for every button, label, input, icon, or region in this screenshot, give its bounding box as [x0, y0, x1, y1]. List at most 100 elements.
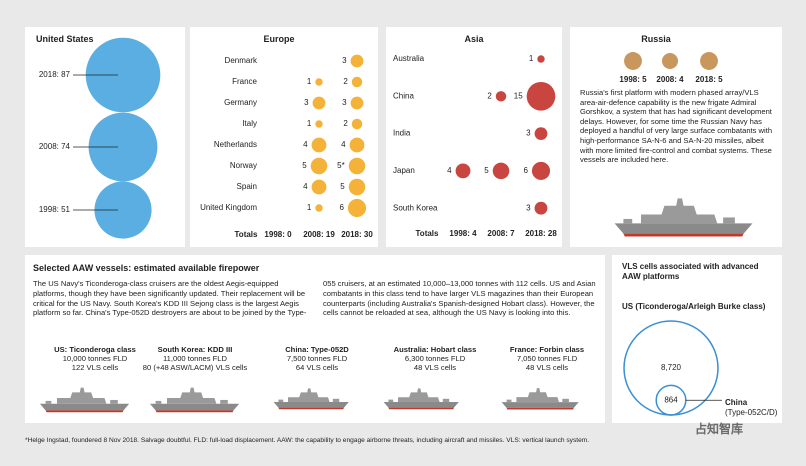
category-label: US (Ticonderoga/Arleigh Burke class) — [622, 302, 766, 311]
category-label: France — [232, 77, 257, 86]
data-label: 2 — [343, 77, 348, 86]
ship-label: 122 VLS cells — [71, 363, 119, 372]
panel — [612, 255, 782, 423]
bubble — [315, 78, 323, 86]
bubble-label: 1998: 5 — [619, 75, 647, 84]
bubble — [312, 96, 326, 110]
category-label: Germany — [224, 98, 257, 107]
data-label: 4 — [303, 140, 308, 149]
data-label: 3 — [526, 203, 531, 212]
data-label: 5 — [340, 182, 345, 191]
bubble — [88, 112, 158, 182]
bubble — [348, 178, 366, 196]
bubble-label: 2008: 74 — [39, 142, 71, 151]
legend-label: 2018: 30 — [341, 230, 373, 239]
bubble — [455, 163, 471, 179]
bubble — [492, 162, 510, 180]
bubble — [311, 179, 327, 195]
data-label: 5* — [337, 161, 345, 170]
data-label: 4 — [447, 166, 452, 175]
bubble — [495, 91, 507, 102]
bubble — [537, 55, 545, 63]
panel-title: Russia — [641, 34, 671, 44]
ship-label: 64 VLS cells — [295, 363, 339, 372]
ship-label: US: Ticonderoga class — [54, 345, 136, 354]
panel-title: Europe — [263, 34, 295, 44]
bubble — [624, 52, 642, 70]
panel-title: United States — [36, 34, 94, 44]
category-sublabel: (Type-052C/D) — [725, 408, 778, 417]
category-label: Italy — [242, 119, 257, 128]
ship-label: 7,500 tonnes FLD — [286, 354, 348, 363]
bubble — [311, 137, 327, 153]
bubble — [350, 54, 364, 68]
category-label: China — [393, 91, 414, 100]
category-label: Netherlands — [214, 140, 257, 149]
legend-label: 2008: 7 — [487, 229, 515, 238]
totals-label: Totals — [416, 229, 440, 238]
data-label: 5 — [484, 166, 489, 175]
bubble — [662, 53, 678, 69]
bubble — [534, 127, 548, 141]
category-label: United Kingdom — [200, 203, 257, 212]
panel-title: VLS cells associated with advanced AAW p… — [622, 262, 759, 281]
ship-illustration — [383, 388, 459, 410]
bubble — [315, 120, 323, 128]
category-label: India — [393, 129, 411, 138]
bubble-label: 2018: 87 — [39, 70, 71, 79]
legend-label: 2018: 28 — [525, 229, 557, 238]
data-label: 1 — [307, 77, 312, 86]
data-label: 864 — [664, 395, 678, 404]
bubble — [85, 37, 161, 113]
bubble — [531, 161, 551, 180]
ship-label: 7,050 tonnes FLD — [516, 354, 578, 363]
panel — [386, 27, 562, 247]
ship-label: 10,000 tonnes FLD — [62, 354, 128, 363]
watermark: 占知智库 — [695, 422, 744, 436]
ship-illustration — [273, 388, 349, 410]
bubble — [700, 52, 718, 70]
ship-label: 48 VLS cells — [413, 363, 457, 372]
ship-label: France: Forbin class — [509, 345, 585, 354]
bubble-label: 1998: 51 — [39, 205, 71, 214]
ship-illustration — [149, 387, 240, 413]
bubble — [315, 204, 323, 212]
category-label: Australia — [393, 54, 425, 63]
bubble — [526, 81, 556, 111]
ship-illustration — [614, 198, 753, 237]
legend-label: 1998: 4 — [449, 229, 477, 238]
ship-illustration — [501, 388, 579, 410]
panel-title: Selected AAW vessels: estimated availabl… — [33, 263, 260, 273]
panel — [190, 27, 378, 247]
bubble — [350, 96, 364, 110]
data-label: 1 — [307, 203, 312, 212]
body-text: The US Navy's Ticonderoga-class cruisers… — [33, 279, 596, 318]
ship-label: 48 VLS cells — [525, 363, 569, 372]
totals-label: Totals — [235, 230, 259, 239]
data-label: 8,720 — [661, 363, 682, 372]
category-label: China — [725, 398, 748, 407]
bubble — [349, 137, 365, 153]
legend-label: 1998: 0 — [264, 230, 292, 239]
category-label: Spain — [237, 182, 257, 191]
category-label: South Korea — [393, 203, 438, 212]
data-label: 3 — [304, 98, 309, 107]
data-label: 4 — [341, 140, 346, 149]
bubble — [351, 76, 363, 88]
panel-title: Asia — [464, 34, 484, 44]
data-label: 1 — [307, 119, 312, 128]
category-label: Norway — [230, 161, 257, 170]
description: Russia's first platform with modern phas… — [580, 88, 773, 165]
data-label: 3 — [526, 129, 531, 138]
bubble — [348, 157, 366, 175]
data-label: 6 — [339, 203, 344, 212]
data-label: 1 — [529, 54, 534, 63]
ship-label: 80 (+48 ASW/LACM) VLS cells — [142, 363, 248, 372]
data-label: 2 — [343, 119, 348, 128]
data-label: 4 — [303, 182, 308, 191]
ship-label: 6,300 tonnes FLD — [404, 354, 466, 363]
ship-label: Australia: Hobart class — [393, 345, 477, 354]
ship-label: South Korea: KDD III — [157, 345, 233, 354]
data-label: 3 — [342, 56, 347, 65]
